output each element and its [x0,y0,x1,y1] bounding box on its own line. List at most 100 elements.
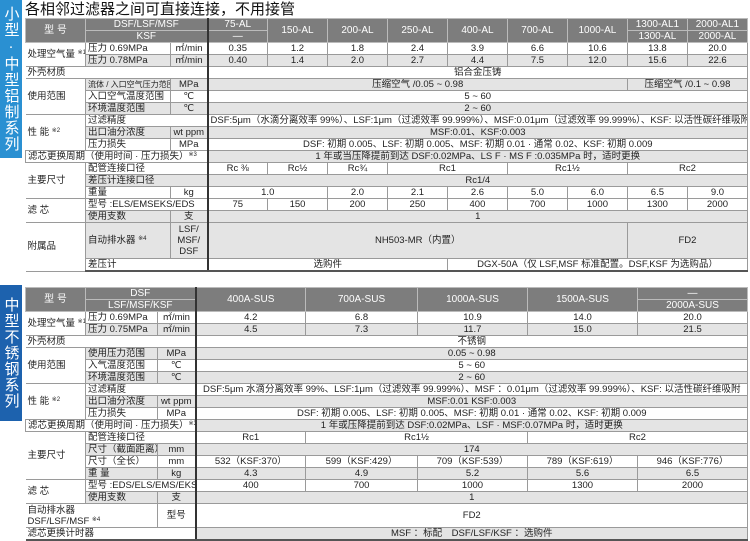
aluminum-spec-table: 型 号 DSF/LSF/MSF 75-AL 150-AL 200-AL 250-… [24,18,749,272]
model-header: 型 号 [25,18,86,43]
cell-label: 差压计 [84,258,209,272]
table-row: 滤芯更换计时器 MSF ：标配 DSF/LSF/KSF ：选购件 [25,527,748,541]
row-label: 性 能 ※2 [25,383,86,420]
cell-label: 重 量 [85,467,158,480]
cell-unit: MPa [169,138,209,151]
cell: 599（KSF:429） [305,455,418,468]
cell: 200 [326,198,388,211]
cell: Rc1/4 [206,174,748,187]
table-row: 滤 芯 型号 :EDS/ELS/EMS/EKS 400 700 1000 130… [25,479,748,504]
header-row: 型 号 DSF 400A-SUS 700A-SUS 1000A-SUS 1500… [25,287,748,312]
cell: 5 ~ 60 [194,359,748,372]
cell: 1 [194,491,748,504]
model-1300-ksf: 1300-AL [626,30,688,43]
cell: 1300 [626,198,688,211]
table-row: 压力 0.78MPa ㎡/min 0.40 1.4 2.0 2.7 4.4 7.… [26,54,749,67]
cell: Rc1½ [506,162,628,175]
cell-label: 过滤精度 [84,114,209,127]
row-label: 滤 芯 [25,479,86,504]
table-row: 使用支数 支 1 [26,491,748,504]
cell-label: 流体 / 入口空气压力范围 [85,78,171,91]
row-label: 附属品 [25,222,86,272]
cell: 1 年或压降提前到达 DSF:0.02MPa、LSF · MSF:0.07MPa… [194,419,748,432]
cell-unit: ℃ [157,359,196,372]
page-title: 各相邻过滤器之间可直接连接，不用接管 [25,1,296,18]
cell-label: 型号 :EDS/ELS/EMS/EKS [85,479,196,492]
cell: DSF: 初期 0.005、LSF: 初期 0.005、MSF: 初期 0.01… [194,407,748,420]
cell-label: 重量 [85,186,171,199]
cell: 532（KSF:370） [194,455,306,468]
cell: Rc1 [194,431,306,444]
cell: 选购件 [206,258,448,272]
cell: 700 [506,198,568,211]
cell: 1000 [566,198,628,211]
cell: 2000 [686,198,749,211]
model-1000: 1000-AL [566,18,628,43]
table-row: 入口空气温度范围 ℃ 5 ~ 60 [26,90,748,103]
row-label: 自动排水器 DSF/LSF/MSF ※4 [25,503,158,528]
model-700a: 700A-SUS [305,287,418,312]
cell-unit: mm [157,455,196,468]
table-row: 出口油分浓度 wt ppm MSF:0.01 KSF:0.003 [26,395,748,408]
cell: 4.2 [194,311,306,324]
cell: 铝合金压铸 [206,66,748,79]
cell: 6.0 [566,186,628,199]
cell: 1000 [417,479,528,492]
cell: 20.0 [637,311,748,324]
table-row: 使用支数 支 1 [26,210,748,223]
cell-label: 环境温度范围 [85,371,158,384]
cell-unit: ㎡/min [157,311,196,324]
cell: 174 [194,443,748,456]
cell: 0.35 [206,42,268,55]
table-row: 使用范围 流体 / 入口空气压力范围 MPa 压缩空气 /0.05 ~ 0.98… [25,78,749,115]
cell-label: 使用压力范围 [85,347,158,360]
cell: 2000 [637,479,748,492]
table-row: 滤芯更换周期（使用时间 · 压力损失）※3 1 年或压降提前到达 DSF:0.0… [25,419,748,432]
cell-label: 使用支数 [85,491,158,504]
cell-label: 配管连接口径 [84,162,209,175]
cell-label: 尺寸（全长） [85,455,158,468]
cell-label: 压力损失 [85,138,171,151]
row-label: 滤芯更换计时器 [25,527,196,541]
header-row: 型 号 DSF/LSF/MSF 75-AL 150-AL 200-AL 250-… [25,18,749,43]
cell-label: 入口空气温度范围 [85,90,171,103]
cell: MSF ：标配 DSF/LSF/KSF ：选购件 [194,527,748,541]
row-label: 性 能 ※2 [25,114,86,151]
model-2000-top: 2000-AL1 [686,18,749,31]
cell: 1300 [527,479,638,492]
header-row: LSF/MSF/KSF 2000A-SUS [26,299,748,312]
cell-unit: MPa [157,407,196,420]
cell: NH503-MR（内置） [206,222,628,259]
cell: 1 [206,210,748,223]
cell: 75 [206,198,268,211]
table-row: 压力损失 MPa DSF: 初期 0.005、LSF: 初期 0.005、MSF… [26,138,748,151]
cell: 4.9 [305,467,418,480]
cell: 7.5 [506,54,568,67]
cell-label: 压力 0.69MPa [85,42,171,55]
cell: 10.6 [566,42,628,55]
cell: 22.6 [686,54,749,67]
row-label: 外壳材质 [25,335,196,348]
model-header: 型 号 [25,287,86,312]
row-label: 滤芯更换周期（使用时间 · 压力损失）※3 [24,150,209,163]
row-label: 主要尺寸 [25,431,86,480]
cell-label: 环境温度范围 [85,102,171,115]
table-row: 环境温度范围 ℃ 2 ~ 60 [26,371,748,384]
cell: Rc2 [626,162,749,175]
cell-unit: 支 [169,210,209,223]
cell-label: 入气温度范围 [85,359,158,372]
table-row: 外壳材质 铝合金压铸 [25,66,748,79]
model-75-ksf: — [206,30,268,43]
cell-unit: mm [157,443,196,456]
cell: 6.8 [305,311,418,324]
table-row: 环境温度范围 ℃ 2 ~ 60 [26,102,748,115]
table-row: 滤芯更换周期（使用时间 · 压力损失）※3 1 年或当压降提前到达 DSF:0.… [24,150,748,163]
cell: 2.6 [446,186,508,199]
cell: 15.0 [527,323,638,336]
cell-unit: 型号 [157,503,196,528]
model-1000a: 1000A-SUS [417,287,528,312]
series-top: DSF [85,287,196,300]
model-1300-top: 1300-AL1 [626,18,688,31]
cell: 11.7 [417,323,528,336]
cell-unit: ℃ [169,90,209,103]
